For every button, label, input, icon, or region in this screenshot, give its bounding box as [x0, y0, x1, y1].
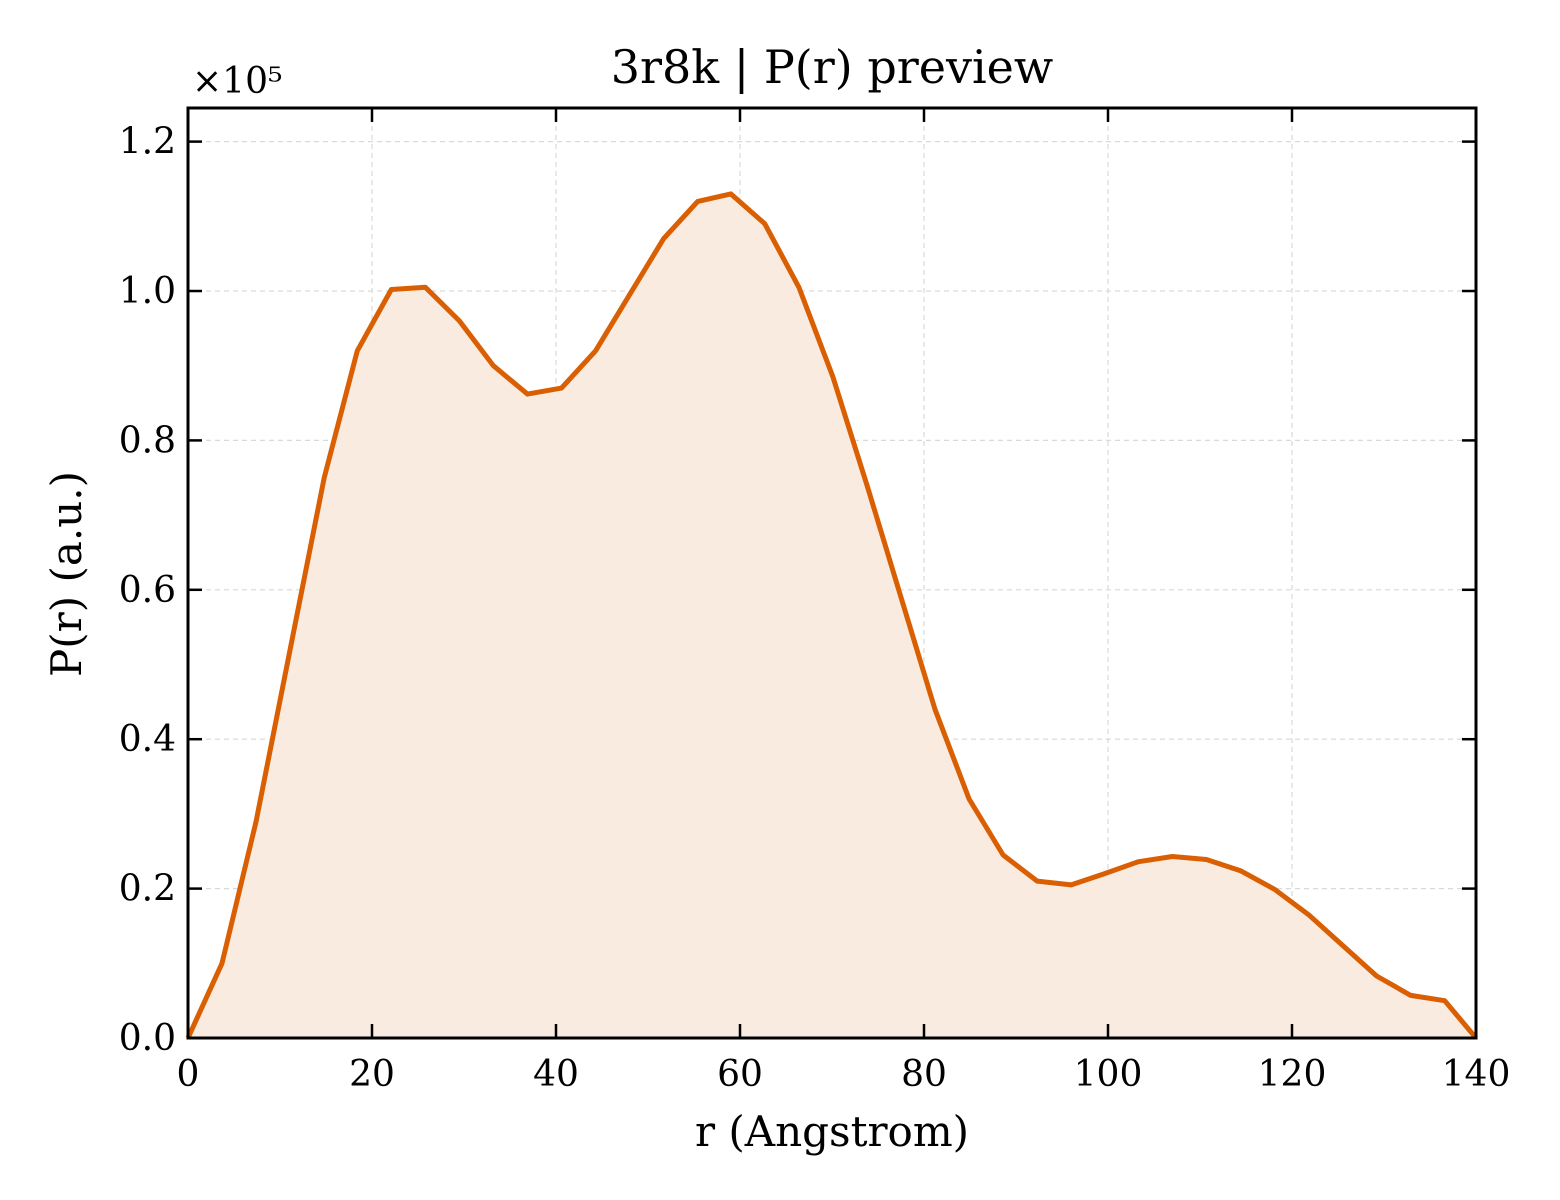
x-tick-label: 40 — [533, 1054, 579, 1095]
y-tick-labels: 0.0 0.2 0.4 0.6 0.8 1.0 1.2 — [119, 122, 176, 1059]
plot-frame — [186, 106, 1478, 1040]
x-axis-label: r (Angstrom) — [695, 1107, 969, 1156]
y-tick-label: 1.0 — [119, 271, 176, 312]
x-tick-label: 20 — [349, 1054, 395, 1095]
x-tick-label: 60 — [717, 1054, 763, 1095]
series-line — [185, 191, 1478, 1040]
x-tick-label: 80 — [901, 1054, 947, 1095]
y-tick-label: 0.6 — [119, 570, 176, 611]
x-tick-label: 140 — [1442, 1054, 1511, 1095]
y-tick-label: 0.0 — [119, 1018, 176, 1059]
x-tick-label: 100 — [1074, 1054, 1143, 1095]
y-tick-label: 0.2 — [119, 869, 176, 910]
chart-title: 3r8k | P(r) preview — [611, 40, 1054, 94]
x-tick-label: 0 — [177, 1054, 200, 1095]
y-tick-label: 0.8 — [119, 420, 176, 461]
y-axis-label: P(r) (a.u.) — [42, 471, 91, 677]
y-tick-label: 0.4 — [119, 719, 176, 760]
x-tick-labels: 0 20 40 60 80 100 120 140 — [177, 1054, 1511, 1095]
x-tick-label: 120 — [1258, 1054, 1327, 1095]
y-axis-offset-label: ×10⁵ — [192, 61, 282, 102]
area-fill — [188, 193, 1476, 1038]
y-tick-label: 1.2 — [119, 122, 176, 163]
